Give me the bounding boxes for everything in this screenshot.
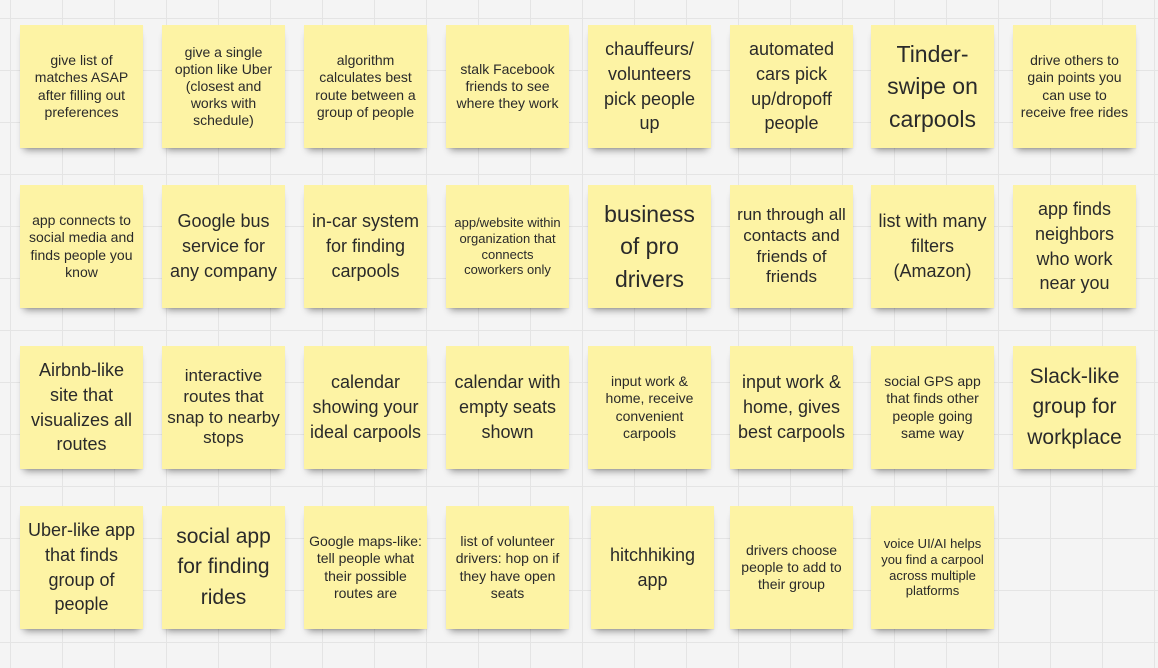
- sticky-note-text: hitchhiking app: [609, 544, 696, 590]
- sticky-note-text: Uber-like app that finds group of people: [27, 519, 136, 615]
- sticky-note[interactable]: calendar showing your ideal carpools: [304, 346, 427, 469]
- sticky-note[interactable]: Slack-like group for workplace: [1013, 346, 1136, 469]
- sticky-note-text: app finds neighbors who work near you: [1034, 198, 1115, 294]
- sticky-note-text: business of pro drivers: [604, 201, 695, 292]
- sticky-note-text: calendar with empty seats shown: [454, 372, 561, 442]
- sticky-note[interactable]: Tinder-swipe on carpools: [871, 25, 994, 148]
- sticky-note[interactable]: give a single option like Uber (closest …: [162, 25, 285, 148]
- sticky-note-text: Slack-like group for workplace: [1027, 364, 1122, 449]
- sticky-note[interactable]: automated cars pick up/dropoff people: [730, 25, 853, 148]
- sticky-note-text: list with many filters (Amazon): [878, 211, 987, 281]
- sticky-note[interactable]: Airbnb-like site that visualizes all rou…: [20, 346, 143, 469]
- sticky-note[interactable]: Uber-like app that finds group of people: [20, 506, 143, 629]
- sticky-note-text: social GPS app that finds other people g…: [884, 373, 981, 441]
- sticky-note-text: stalk Facebook friends to see where they…: [456, 60, 559, 112]
- sticky-note[interactable]: voice UI/AI helps you find a carpool acr…: [871, 506, 994, 629]
- sticky-note-text: give a single option like Uber (closest …: [174, 43, 273, 129]
- sticky-note-text: social app for finding rides: [176, 524, 271, 609]
- sticky-note[interactable]: input work & home, gives best carpools: [730, 346, 853, 469]
- sticky-note-text: give list of matches ASAP after filling …: [34, 52, 129, 120]
- sticky-note-text: interactive routes that snap to nearby s…: [167, 366, 280, 448]
- sticky-note-text: in-car system for finding carpools: [311, 211, 419, 281]
- sticky-note[interactable]: drivers choose people to add to their gr…: [730, 506, 853, 629]
- sticky-note-text: app connects to social media and finds p…: [28, 212, 135, 280]
- sticky-note[interactable]: interactive routes that snap to nearby s…: [162, 346, 285, 469]
- sticky-note[interactable]: social app for finding rides: [162, 506, 285, 629]
- sticky-note[interactable]: app finds neighbors who work near you: [1013, 185, 1136, 308]
- sticky-note[interactable]: social GPS app that finds other people g…: [871, 346, 994, 469]
- sticky-note[interactable]: stalk Facebook friends to see where they…: [446, 25, 569, 148]
- sticky-note-text: input work & home, gives best carpools: [737, 372, 846, 442]
- sticky-note[interactable]: Google maps-like: tell people what their…: [304, 506, 427, 629]
- sticky-note-text: app/website within organization that con…: [454, 214, 561, 278]
- sticky-note-text: calendar showing your ideal carpools: [309, 372, 422, 442]
- sticky-note-text: Tinder-swipe on carpools: [887, 41, 978, 132]
- sticky-note[interactable]: algorithm calculates best route between …: [304, 25, 427, 148]
- sticky-note[interactable]: run through all contacts and friends of …: [730, 185, 853, 308]
- sticky-note[interactable]: in-car system for finding carpools: [304, 185, 427, 308]
- sticky-note-text: list of volunteer drivers: hop on if the…: [455, 533, 560, 601]
- sticky-note-text: Google maps-like: tell people what their…: [309, 533, 422, 601]
- sticky-note-text: algorithm calculates best route between …: [315, 52, 416, 120]
- sticky-note[interactable]: list with many filters (Amazon): [871, 185, 994, 308]
- sticky-note[interactable]: calendar with empty seats shown: [446, 346, 569, 469]
- sticky-note-text: automated cars pick up/dropoff people: [748, 38, 835, 134]
- sticky-note[interactable]: drive others to gain points you can use …: [1013, 25, 1136, 148]
- sticky-note-text: input work & home, receive convenient ca…: [605, 373, 694, 441]
- sticky-note[interactable]: chauffeurs/ volunteers pick people up: [588, 25, 711, 148]
- sticky-note[interactable]: give list of matches ASAP after filling …: [20, 25, 143, 148]
- sticky-note-text: voice UI/AI helps you find a carpool acr…: [881, 535, 984, 599]
- sticky-note[interactable]: list of volunteer drivers: hop on if the…: [446, 506, 569, 629]
- sticky-note-text: Airbnb-like site that visualizes all rou…: [30, 359, 133, 455]
- sticky-note-text: run through all contacts and friends of …: [737, 205, 846, 287]
- sticky-note-text: drive others to gain points you can use …: [1020, 52, 1129, 120]
- sticky-note[interactable]: business of pro drivers: [588, 185, 711, 308]
- sticky-note[interactable]: input work & home, receive convenient ca…: [588, 346, 711, 469]
- sticky-note[interactable]: hitchhiking app: [591, 506, 714, 629]
- sticky-note-text: Google bus service for any company: [169, 211, 278, 281]
- sticky-note[interactable]: app/website within organization that con…: [446, 185, 569, 308]
- sticky-note-text: drivers choose people to add to their gr…: [741, 541, 842, 593]
- sticky-note[interactable]: Google bus service for any company: [162, 185, 285, 308]
- sticky-note[interactable]: app connects to social media and finds p…: [20, 185, 143, 308]
- sticky-note-text: chauffeurs/ volunteers pick people up: [603, 38, 696, 134]
